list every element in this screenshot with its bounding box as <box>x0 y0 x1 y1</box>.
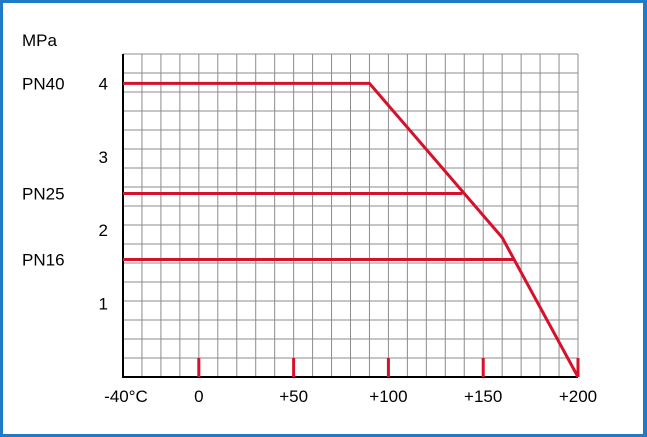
series-label-pn25: PN25 <box>22 184 65 203</box>
series-line-pn40 <box>123 81 580 378</box>
x-tick-marks <box>197 358 580 377</box>
y-tick-label: 3 <box>99 148 108 167</box>
x-tick-label: +150 <box>464 387 502 406</box>
series-label-pn40: PN40 <box>22 74 65 93</box>
x-tick-label: -40°C <box>104 387 148 406</box>
y-tick-label: 1 <box>99 295 108 314</box>
y-tick-label: 4 <box>99 74 108 93</box>
x-tick-label: 0 <box>194 387 203 406</box>
series-label-pn16: PN16 <box>22 251 65 270</box>
x-tick-label: +100 <box>369 387 407 406</box>
x-tick-label: +50 <box>279 387 308 406</box>
series-lines <box>123 81 580 378</box>
x-tick-label: +200 <box>559 387 597 406</box>
y-tick-label: 2 <box>99 221 108 240</box>
grid <box>122 53 579 378</box>
labels: MPa -40°C 0 +50 +100 +150 +200 1 2 3 4 PN40 PN25 PN1… <box>22 31 597 406</box>
y-axis-unit-label: MPa <box>22 31 58 50</box>
